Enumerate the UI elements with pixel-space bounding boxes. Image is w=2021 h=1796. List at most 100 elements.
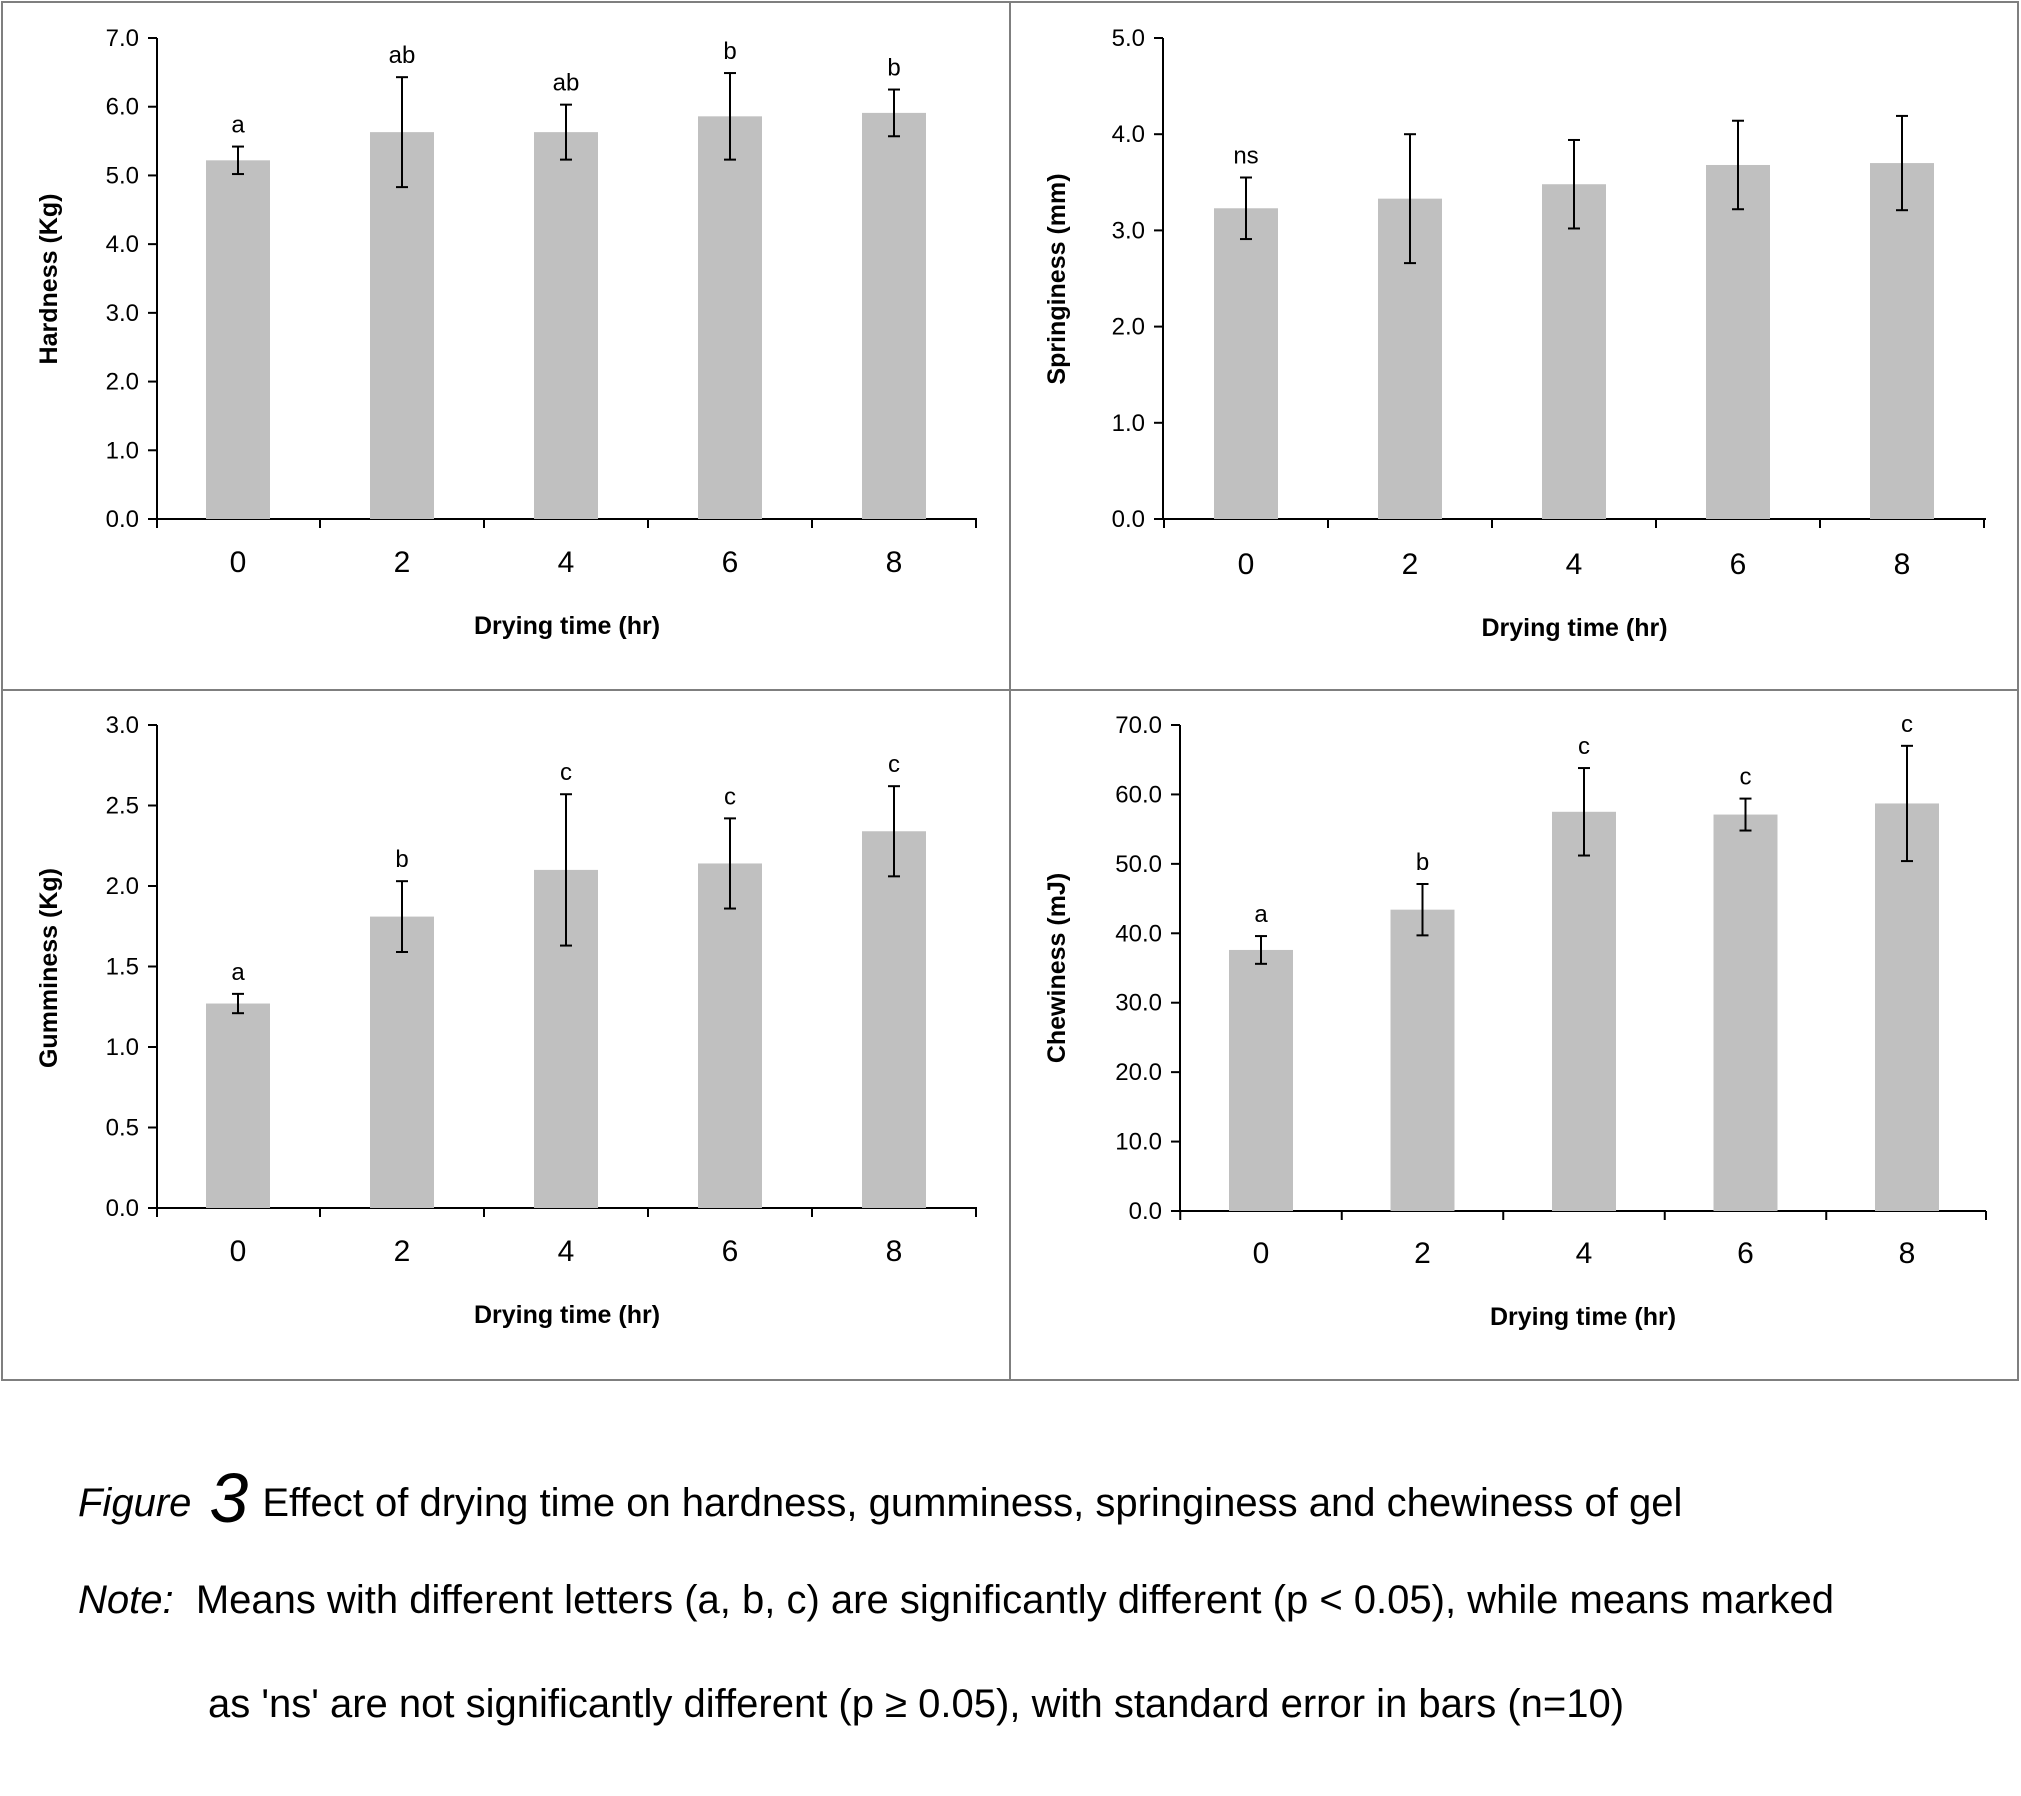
chewiness-significance-letter: a [1254,901,1268,928]
hardness-x-axis-title: Drying time (hr) [474,612,660,640]
note-line-2: as 'ns' are not significantly different … [208,1682,1625,1726]
gumminess-bar [370,916,434,1208]
gumminess-bar [698,863,762,1208]
gumminess-bar [206,1003,270,1208]
hardness-x-tick-label: 2 [394,546,411,579]
hardness-significance-letter: ab [389,42,416,69]
gumminess-y-tick-label: 1.0 [106,1034,139,1061]
hardness-significance-letter: b [887,55,900,82]
figure-panels: 0.01.02.03.04.05.06.07.0a0ab2ab4b6b8Dryi… [1,1,2019,1381]
figure-number: 3 [209,1459,249,1537]
chewiness-y-tick-label: 50.0 [1115,851,1162,878]
chewiness-significance-letter: c [1901,711,1913,738]
chewiness-significance-letter: c [1578,733,1590,760]
hardness-x-tick-label: 0 [230,546,247,579]
hardness-y-tick-label: 5.0 [106,162,139,189]
hardness-bar [206,160,270,519]
gumminess-y-tick-label: 0.5 [106,1115,139,1142]
hardness-bar [370,132,434,520]
gumminess-x-tick-label: 6 [722,1235,739,1268]
hardness-bar [862,112,926,520]
chewiness-x-tick-label: 8 [1899,1237,1916,1270]
note-line-1: Means with different letters (a, b, c) a… [195,1578,1835,1622]
gumminess-y-axis-title: Gumminess (Kg) [35,868,63,1068]
gumminess-y-tick-label: 3.0 [106,712,139,739]
springiness-y-tick-label: 4.0 [1112,121,1145,148]
chewiness-x-axis-title: Drying time (hr) [1490,1303,1676,1331]
hardness-y-axis-title: Hardness (Kg) [35,194,63,365]
hardness-y-tick-label: 1.0 [106,437,139,464]
chewiness-bar [1713,814,1778,1211]
figure-title: Effect of drying time on hardness, gummi… [262,1481,1683,1525]
springiness-x-tick-label: 2 [1402,548,1419,581]
gumminess-y-tick-label: 2.5 [106,793,139,820]
chewiness-x-tick-label: 2 [1414,1237,1431,1270]
chewiness-x-tick-label: 0 [1253,1237,1270,1270]
gumminess-y-tick-label: 1.5 [106,954,139,981]
gumminess-x-tick-label: 8 [886,1235,903,1268]
gumminess-significance-letter: b [395,846,408,873]
springiness-x-tick-label: 4 [1566,548,1583,581]
chewiness-bar [1390,909,1455,1211]
springiness-bar [1870,163,1934,519]
figure-caption: Figure 3 Effect of drying time on hardness… [78,1463,1683,1533]
chewiness-y-tick-label: 20.0 [1115,1059,1162,1086]
hardness-y-tick-label: 2.0 [106,369,139,396]
gumminess-significance-letter: c [724,783,736,810]
gumminess-x-tick-label: 2 [394,1235,411,1268]
chewiness-significance-letter: c [1740,764,1752,791]
chewiness-y-tick-label: 70.0 [1115,712,1162,739]
springiness-x-axis-title: Drying time (hr) [1481,614,1667,642]
springiness-y-tick-label: 0.0 [1112,506,1145,533]
hardness-significance-letter: ab [553,70,580,97]
springiness-bar [1542,184,1606,519]
springiness-bar [1214,208,1278,520]
hardness-significance-letter: b [723,38,736,65]
springiness-y-tick-label: 5.0 [1112,25,1145,52]
figure-label: Figure [78,1481,192,1525]
gumminess-chart: 0.0 0.5 1.0 1.5 2.0 2.5 3.0 a 0 b 2 c 4 c 6 c 8 Drying ti… [35,712,977,1329]
springiness-chart: 0.0 1.0 2.0 3.0 4.0 5.0 ns 0 2 4 6 8 Drying time (hr… [1043,25,1986,642]
springiness-x-tick-label: 8 [1894,548,1911,581]
gumminess-y-tick-label: 2.0 [106,873,139,900]
gumminess-significance-letter: a [231,959,245,986]
hardness-y-tick-label: 6.0 [106,94,139,121]
hardness-y-tick-label: 4.0 [106,231,139,258]
chewiness-y-tick-label: 0.0 [1129,1198,1162,1225]
chewiness-y-tick-label: 10.0 [1115,1129,1162,1156]
note-label: Note: [78,1578,174,1622]
hardness-y-tick-label: 0.0 [106,506,139,533]
hardness-chart: 0.0 1.0 2.0 3.0 4.0 5.0 6.0 7.0 a 0 ab 2 ab 4 b 6 b 8 Dryi… [35,25,977,640]
hardness-y-tick-label: 7.0 [106,25,139,52]
gumminess-significance-letter: c [888,751,900,778]
gumminess-x-axis-title: Drying time (hr) [474,1301,660,1329]
gumminess-x-tick-label: 0 [230,1235,247,1268]
springiness-x-tick-label: 6 [1730,548,1747,581]
hardness-x-tick-label: 4 [558,546,575,579]
chewiness-bar [1552,811,1616,1211]
hardness-x-tick-label: 6 [722,546,739,579]
springiness-x-tick-label: 0 [1238,548,1255,581]
chewiness-y-tick-label: 30.0 [1115,990,1162,1017]
springiness-y-axis-title: Springiness (mm) [1043,173,1071,384]
gumminess-significance-letter: c [560,759,572,786]
chewiness-y-tick-label: 40.0 [1115,920,1162,947]
gumminess-y-tick-label: 0.0 [106,1195,139,1222]
chewiness-bar [1875,803,1939,1211]
hardness-y-tick-label: 3.0 [106,300,139,327]
springiness-y-tick-label: 1.0 [1112,410,1145,437]
springiness-bar [1706,164,1770,519]
figure-note-continued: as 'ns' are not significantly different … [208,1680,1624,1728]
gumminess-bar [862,831,926,1208]
chewiness-significance-letter: b [1416,849,1429,876]
chewiness-chart: 0.0 10.0 20.0 30.0 40.0 50.0 60.0 70.0 a 0 b 2 c 4 c 6 c… [1043,711,1987,1331]
hardness-bar [698,116,762,519]
chewiness-x-tick-label: 6 [1737,1237,1754,1270]
gumminess-x-tick-label: 4 [558,1235,575,1268]
springiness-significance-letter: ns [1233,142,1258,169]
hardness-bar [534,132,598,520]
chewiness-y-axis-title: Chewiness (mJ) [1043,873,1071,1063]
chewiness-bar [1229,949,1293,1211]
springiness-y-tick-label: 2.0 [1112,314,1145,341]
hardness-x-tick-label: 8 [886,546,903,579]
